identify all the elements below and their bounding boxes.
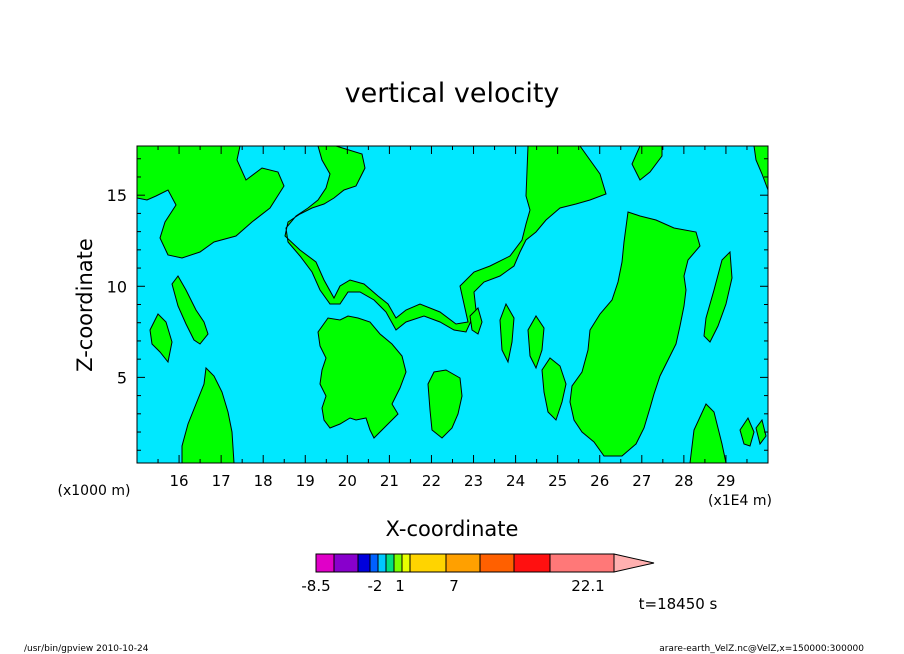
y-tick-label: 15: [107, 186, 127, 205]
colorbar-segment: [409, 553, 447, 573]
contour-region-center-low: [317, 315, 407, 439]
positive-velocity-regions: [137, 146, 768, 463]
x-tick-label: 24: [506, 472, 525, 490]
contour-region-top-left: [137, 146, 285, 259]
colorbar-segment: [401, 553, 411, 573]
colorbar-label: -8.5: [301, 577, 330, 595]
contour-region-bottom-left: [181, 366, 235, 463]
contour-region-top-middle: [284, 146, 607, 333]
colorbar-segment: [513, 553, 551, 573]
time-annotation: t=18450 s: [639, 595, 718, 613]
x-axis-ticks: 16 17 18 19 20 21 22 23 24 25 26 27 28 29: [157, 146, 748, 490]
y-tick-label: 5: [117, 368, 127, 387]
contour-region-top-right: [631, 146, 663, 181]
colorbar-segment: [357, 553, 371, 573]
contour-region-small-e: [755, 418, 767, 446]
x-tick-label: 16: [170, 472, 189, 490]
colorbar-label: 1: [395, 577, 405, 595]
x-axis-unit: (x1E4 m): [708, 493, 772, 509]
contour-region-left-strip-a: [171, 275, 209, 345]
x-tick-label: 19: [296, 472, 315, 490]
colorbar-label: 22.1: [571, 577, 604, 595]
contour-region-right-top: [753, 146, 768, 191]
colorbar-segment: [369, 553, 379, 573]
x-tick-label: 29: [716, 472, 735, 490]
y-axis-unit: (x1000 m): [58, 483, 131, 499]
colorbar-arrow: [613, 553, 655, 573]
footer-left: /usr/bin/gpview 2010-10-24: [24, 644, 149, 654]
plot-area: [137, 146, 768, 463]
contour-region-center-strip: [427, 369, 463, 439]
colorbar-segment: [333, 553, 359, 573]
contour-region-small-c: [469, 307, 483, 335]
x-axis-label: X-coordinate: [386, 517, 519, 541]
colorbar-segment: [393, 553, 403, 573]
x-tick-label: 25: [548, 472, 567, 490]
x-tick-label: 28: [674, 472, 693, 490]
x-tick-label: 18: [254, 472, 273, 490]
y-axis-label: Z-coordinate: [73, 238, 97, 372]
contour-region-right-main: [569, 211, 701, 457]
x-tick-label: 23: [464, 472, 483, 490]
chart-title: vertical velocity: [345, 78, 560, 109]
colorbar-segment: [315, 553, 335, 573]
y-axis-ticks: 5 10 15: [107, 158, 768, 451]
contour-region-small-a: [499, 302, 515, 364]
x-tick-label: 21: [380, 472, 399, 490]
colorbar-segment: [549, 553, 615, 573]
x-tick-label: 26: [590, 472, 609, 490]
contour-region-small-d: [739, 416, 755, 447]
colorbar-label: 7: [449, 577, 459, 595]
colorbar-segment: [445, 553, 481, 573]
x-tick-label: 20: [338, 472, 357, 490]
x-tick-label: 22: [422, 472, 441, 490]
colorbar: [315, 553, 655, 573]
contour-region-bottom-center: [541, 357, 567, 421]
x-tick-label: 17: [212, 472, 231, 490]
contour-region-small-b: [527, 315, 545, 370]
contour-region-bottom-right: [689, 403, 727, 463]
x-tick-label: 27: [632, 472, 651, 490]
colorbar-segment: [479, 553, 515, 573]
contour-region-left-strip-b: [149, 313, 173, 364]
colorbar-label: -2: [368, 577, 383, 595]
colorbar-segment: [385, 553, 395, 573]
y-tick-label: 10: [107, 277, 127, 296]
contour-region-right-strip: [703, 250, 733, 343]
footer-right: arare-earth_VelZ.nc@VelZ,x=150000:300000: [659, 644, 864, 654]
colorbar-labels: -8.5 -2 1 7 22.1: [301, 577, 604, 595]
colorbar-segment: [377, 553, 387, 573]
